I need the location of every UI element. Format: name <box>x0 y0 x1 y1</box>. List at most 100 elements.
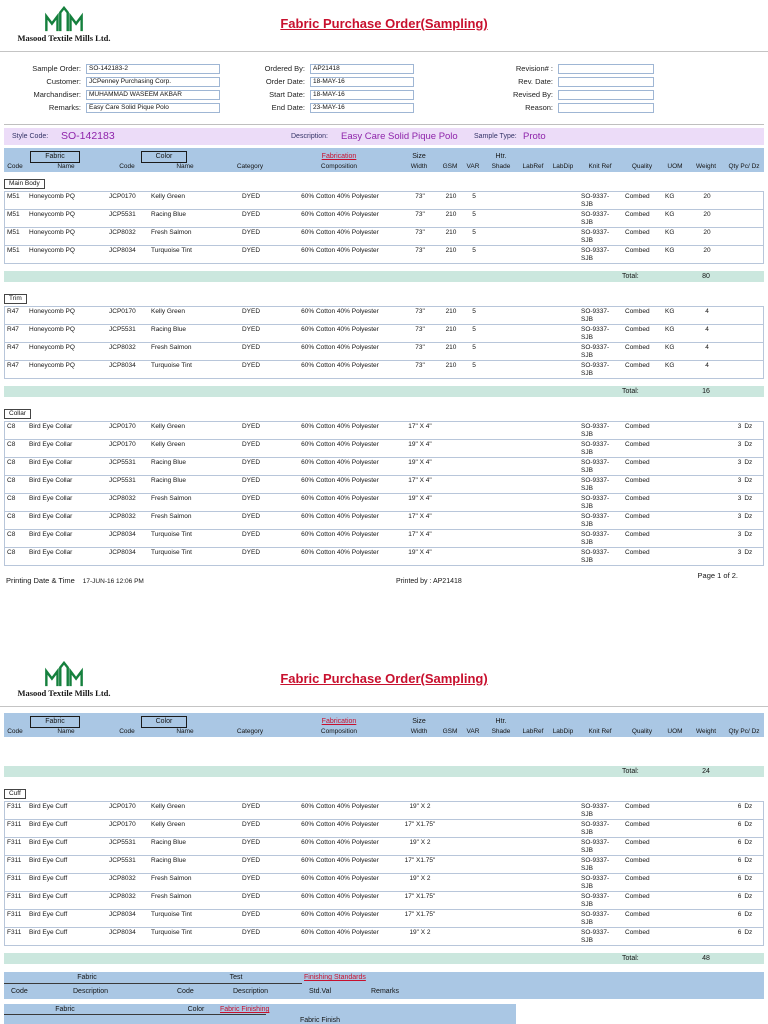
field-label: Start Date: <box>269 90 305 99</box>
main-body-rows: M51 Honeycomb PQ JCP0170 Kelly Green DYED 6… <box>4 191 764 264</box>
composition-cell: 60% Cotton 40% Polyester <box>301 423 379 430</box>
start-date-input[interactable] <box>310 89 414 100</box>
fabric-name-cell: Bird Eye Cuff <box>29 821 68 828</box>
fabric-group-label: Fabric <box>30 150 80 163</box>
category-cell: DYED <box>241 893 261 900</box>
column-header: UOM <box>667 163 683 170</box>
color-name-cell: Kelly Green <box>151 821 185 828</box>
color-code-cell: JCP0170 <box>109 308 136 315</box>
fabric-code-cell: M51 <box>7 229 20 236</box>
column-header: Width <box>410 728 428 735</box>
knit-ref-cell: SO-9337-SJB <box>581 857 610 872</box>
table-row: C8 Bird Eye Collar JCP5531 Racing Blue DYE… <box>4 457 764 476</box>
composition-cell: 60% Cotton 40% Polyester <box>301 247 379 254</box>
gsm-cell: 210 <box>445 326 457 333</box>
fabric-name-cell: Bird Eye Cuff <box>29 893 68 900</box>
quality-cell: Combed <box>625 821 650 828</box>
var-cell: 5 <box>472 193 476 200</box>
color-name-cell: Turquoise Tint <box>151 929 192 936</box>
reason-input[interactable] <box>558 102 654 113</box>
page-header: Masood Textile Mills Ltd. Fabric Purchas… <box>0 655 768 707</box>
column-header: Qty Pc/ Dz <box>728 163 760 170</box>
composition-cell: 60% Cotton 40% Polyester <box>301 839 379 846</box>
collar-rows: C8 Bird Eye Collar JCP0170 Kelly Green DYE… <box>4 421 764 566</box>
quality-cell: Combed <box>625 477 650 484</box>
sample-type-value: Proto <box>523 131 546 142</box>
fabric-code-cell: C8 <box>7 513 16 520</box>
form-column-mid: Ordered By: Order Date: Start Date: End … <box>250 62 414 114</box>
fs-fabric-group-label: Fabric <box>4 974 170 984</box>
fabric-code-cell: F311 <box>7 893 22 900</box>
column-header: Code <box>119 728 135 735</box>
category-cell: DYED <box>241 821 261 828</box>
qty-cell: 3 Dz <box>737 495 753 502</box>
quality-cell: Combed <box>625 875 650 882</box>
knit-ref-cell: SO-9337-SJB <box>581 929 610 944</box>
composition-cell: 60% Cotton 40% Polyester <box>301 929 379 936</box>
weight-cell: 20 <box>703 247 711 254</box>
quality-cell: Combed <box>625 531 650 538</box>
gsm-cell: 210 <box>445 229 457 236</box>
category-cell: DYED <box>241 344 261 351</box>
color-code-cell: JCP8034 <box>109 911 136 918</box>
ff-fabric-group-label: Fabric <box>4 1006 126 1015</box>
fabric-name-cell: Honeycomb PQ <box>29 211 75 218</box>
rev-date-input[interactable] <box>558 76 654 87</box>
fabric-code-cell: F311 <box>7 821 22 828</box>
company-logo <box>45 6 83 32</box>
size-cell: 73" <box>415 308 425 315</box>
fabric-code-cell: C8 <box>7 477 16 484</box>
total-row-collar-carryover: Total: 24 <box>4 766 764 777</box>
qty-cell: 3 Dz <box>737 477 753 484</box>
gsm-cell: 210 <box>445 247 457 254</box>
category-cell: DYED <box>241 326 261 333</box>
var-cell: 5 <box>472 344 476 351</box>
knit-ref-cell: SO-9337-SJB <box>581 821 610 836</box>
size-cell: 73" <box>415 344 425 351</box>
merchandiser-input[interactable] <box>86 89 220 100</box>
quality-cell: Combed <box>625 326 650 333</box>
total-label: Total: <box>622 955 639 962</box>
color-group-label: Color <box>140 715 188 728</box>
ordered-by-input[interactable] <box>310 63 414 74</box>
size-cell: 17" X1.75" <box>404 821 436 828</box>
total-value: 80 <box>702 273 710 280</box>
column-header: Category <box>236 728 264 735</box>
table-row: C8 Bird Eye Collar JCP8034 Turquoise Tint … <box>4 547 764 566</box>
table-row: C8 Bird Eye Collar JCP8032 Fresh Salmon DY… <box>4 493 764 512</box>
category-cell: DYED <box>241 513 261 520</box>
company-name: Masood Textile Mills Ltd. <box>17 33 111 43</box>
size-cell: 19" X 2 <box>409 929 431 936</box>
sample-order-input[interactable] <box>86 63 220 74</box>
revised-by-input[interactable] <box>558 89 654 100</box>
category-cell: DYED <box>241 495 261 502</box>
remarks-input[interactable] <box>86 102 220 113</box>
fabric-code-cell: F311 <box>7 911 22 918</box>
column-header: Knit Ref <box>588 728 612 735</box>
knit-ref-cell: SO-9337-SJB <box>581 893 610 908</box>
customer-input[interactable] <box>86 76 220 87</box>
fabric-name-cell: Honeycomb PQ <box>29 362 75 369</box>
composition-cell: 60% Cotton 40% Polyester <box>301 344 379 351</box>
table-row: C8 Bird Eye Collar JCP0170 Kelly Green DYE… <box>4 421 764 440</box>
fabric-name-cell: Honeycomb PQ <box>29 308 75 315</box>
quality-cell: Combed <box>625 495 650 502</box>
column-header: Quality <box>631 163 653 170</box>
fabric-code-cell: M51 <box>7 247 20 254</box>
color-name-cell: Fresh Salmon <box>151 875 192 882</box>
field-label: Order Date: <box>265 77 305 86</box>
knit-ref-cell: SO-9337-SJB <box>581 839 610 854</box>
fs-column-header: Description <box>73 988 109 995</box>
color-code-cell: JCP5531 <box>109 857 136 864</box>
fabric-code-cell: C8 <box>7 531 16 538</box>
order-date-input[interactable] <box>310 76 414 87</box>
size-cell: 17" X1.75" <box>404 857 436 864</box>
quality-cell: Combed <box>625 423 650 430</box>
weight-cell: 4 <box>705 308 709 315</box>
section-label-cuff: Cuff <box>4 789 26 799</box>
fabric-finish-group-label: Fabric Finish <box>300 1017 341 1024</box>
revision-input[interactable] <box>558 63 654 74</box>
end-date-input[interactable] <box>310 102 414 113</box>
color-name-cell: Kelly Green <box>151 441 185 448</box>
total-value: 16 <box>702 388 710 395</box>
